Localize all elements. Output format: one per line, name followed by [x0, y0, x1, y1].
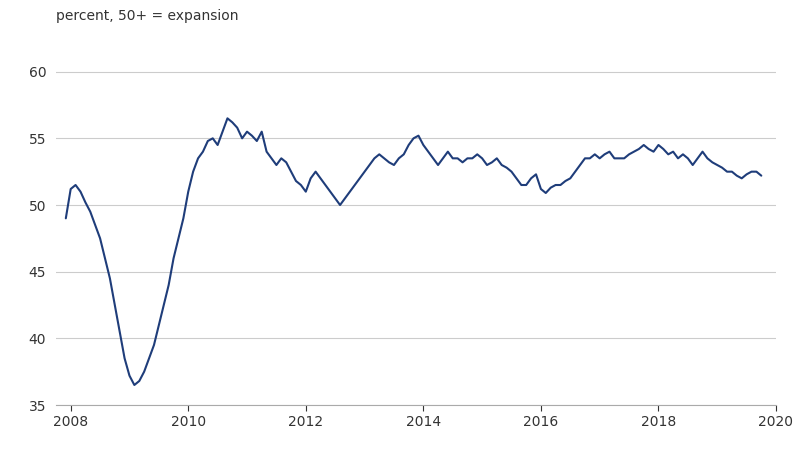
Text: percent, 50+ = expansion: percent, 50+ = expansion: [56, 9, 238, 23]
